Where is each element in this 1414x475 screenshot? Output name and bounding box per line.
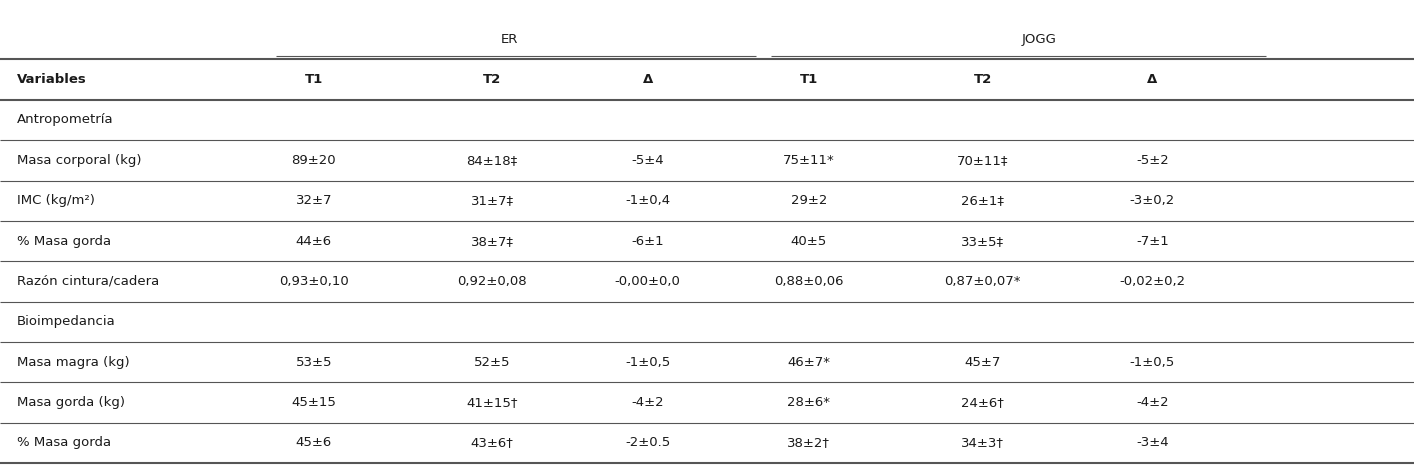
- Text: 43±6†: 43±6†: [471, 437, 513, 449]
- Text: -4±2: -4±2: [631, 396, 665, 409]
- Text: -3±0,2: -3±0,2: [1130, 194, 1175, 207]
- Text: 0,92±0,08: 0,92±0,08: [457, 275, 527, 288]
- Text: 44±6: 44±6: [296, 235, 332, 247]
- Text: -5±2: -5±2: [1135, 154, 1169, 167]
- Text: -3±4: -3±4: [1135, 437, 1169, 449]
- Text: 28±6*: 28±6*: [788, 396, 830, 409]
- Text: 70±11‡: 70±11‡: [957, 154, 1008, 167]
- Text: Masa magra (kg): Masa magra (kg): [17, 356, 130, 369]
- Text: 38±2†: 38±2†: [788, 437, 830, 449]
- Text: T1: T1: [305, 73, 322, 86]
- Text: 46±7*: 46±7*: [788, 356, 830, 369]
- Text: JOGG: JOGG: [1022, 33, 1056, 46]
- Text: 84±18‡: 84±18‡: [467, 154, 518, 167]
- Text: T2: T2: [974, 73, 991, 86]
- Text: IMC (kg/m²): IMC (kg/m²): [17, 194, 95, 207]
- Text: 0,87±0,07*: 0,87±0,07*: [945, 275, 1021, 288]
- Text: 52±5: 52±5: [474, 356, 510, 369]
- Text: 34±3†: 34±3†: [962, 437, 1004, 449]
- Text: 45±15: 45±15: [291, 396, 337, 409]
- Text: -4±2: -4±2: [1135, 396, 1169, 409]
- Text: 31±7‡: 31±7‡: [471, 194, 513, 207]
- Text: Razón cintura/cadera: Razón cintura/cadera: [17, 275, 160, 288]
- Text: 45±6: 45±6: [296, 437, 332, 449]
- Text: 0,88±0,06: 0,88±0,06: [773, 275, 844, 288]
- Text: Antropometría: Antropometría: [17, 114, 113, 126]
- Text: -5±4: -5±4: [631, 154, 665, 167]
- Text: 0,93±0,10: 0,93±0,10: [279, 275, 349, 288]
- Text: Masa gorda (kg): Masa gorda (kg): [17, 396, 124, 409]
- Text: % Masa gorda: % Masa gorda: [17, 437, 112, 449]
- Text: 45±7: 45±7: [964, 356, 1001, 369]
- Text: 33±5‡: 33±5‡: [962, 235, 1004, 247]
- Text: T2: T2: [484, 73, 501, 86]
- Text: 26±1‡: 26±1‡: [962, 194, 1004, 207]
- Text: Masa corporal (kg): Masa corporal (kg): [17, 154, 141, 167]
- Text: Δ: Δ: [642, 73, 653, 86]
- Text: -7±1: -7±1: [1135, 235, 1169, 247]
- Text: 89±20: 89±20: [291, 154, 337, 167]
- Text: % Masa gorda: % Masa gorda: [17, 235, 112, 247]
- Text: 41±15†: 41±15†: [467, 396, 518, 409]
- Text: 38±7‡: 38±7‡: [471, 235, 513, 247]
- Text: 75±11*: 75±11*: [783, 154, 834, 167]
- Text: -1±0,5: -1±0,5: [625, 356, 670, 369]
- Text: -1±0,5: -1±0,5: [1130, 356, 1175, 369]
- Text: -1±0,4: -1±0,4: [625, 194, 670, 207]
- Text: Variables: Variables: [17, 73, 86, 86]
- Text: ER: ER: [501, 33, 518, 46]
- Text: 53±5: 53±5: [296, 356, 332, 369]
- Text: -0,02±0,2: -0,02±0,2: [1120, 275, 1185, 288]
- Text: Bioimpedancia: Bioimpedancia: [17, 315, 116, 328]
- Text: 32±7: 32±7: [296, 194, 332, 207]
- Text: -6±1: -6±1: [631, 235, 665, 247]
- Text: T1: T1: [800, 73, 817, 86]
- Text: Δ: Δ: [1147, 73, 1158, 86]
- Text: 40±5: 40±5: [790, 235, 827, 247]
- Text: -2±0.5: -2±0.5: [625, 437, 670, 449]
- Text: 24±6†: 24±6†: [962, 396, 1004, 409]
- Text: -0,00±0,0: -0,00±0,0: [615, 275, 680, 288]
- Text: 29±2: 29±2: [790, 194, 827, 207]
